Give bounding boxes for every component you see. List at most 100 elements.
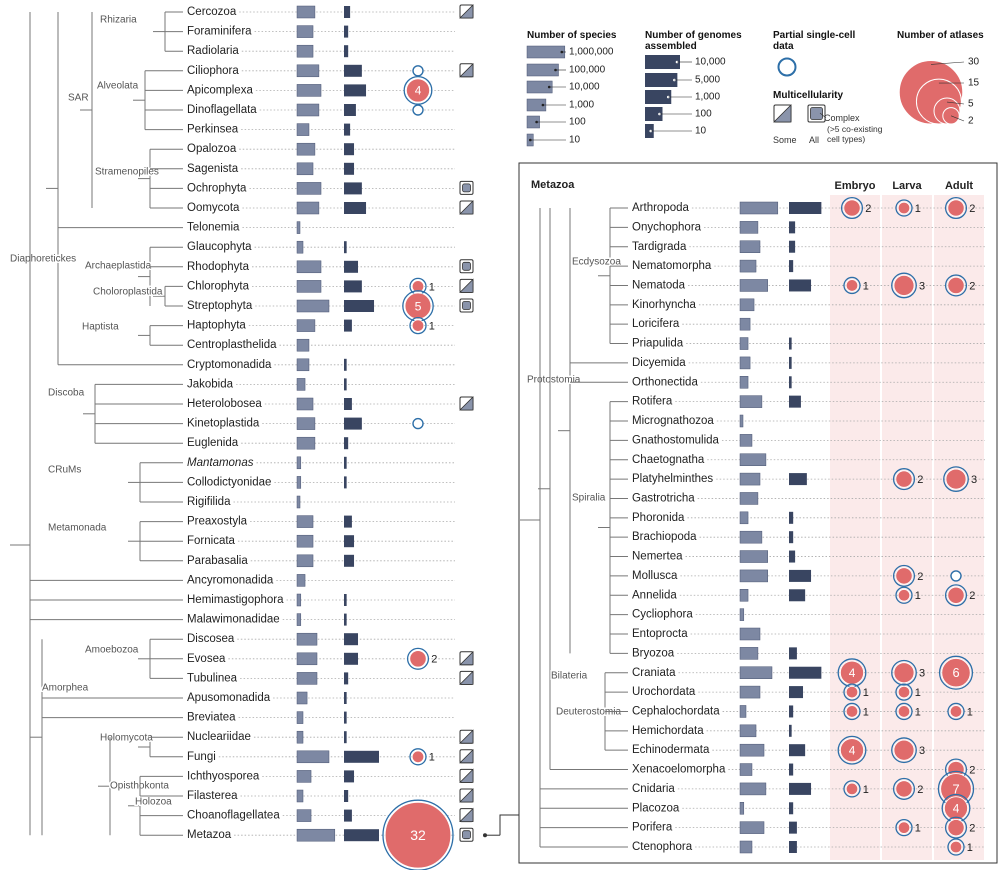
- multi-all: [462, 301, 471, 310]
- species-bar: [739, 337, 749, 350]
- taxon-name: Breviatea: [187, 712, 236, 724]
- species-bar: [296, 495, 301, 509]
- species-legend-bar: [526, 45, 566, 59]
- genomes-bar: [344, 711, 347, 724]
- multi-legend-title: Multicellularity: [773, 90, 844, 101]
- species-bar: [739, 530, 763, 544]
- multi-some: [459, 278, 474, 293]
- genomes-bar: [344, 25, 349, 38]
- genomes-bar: [789, 841, 797, 853]
- atlas-bubble: [893, 275, 915, 296]
- multi-some: [459, 4, 474, 19]
- species-bar: [739, 647, 759, 660]
- species-bar: [296, 711, 304, 724]
- species-bar: [739, 589, 749, 602]
- species-legend-label: 10,000: [569, 82, 600, 93]
- atlas-bubble-label: 1: [863, 687, 869, 699]
- species-bar: [296, 436, 316, 450]
- species-bar: [739, 279, 768, 292]
- atlas-bubble: [843, 199, 861, 217]
- genomes-legend-bar: [645, 90, 672, 104]
- taxon-name: Xenacoelomorpha: [632, 764, 726, 776]
- atlas-bubble-label: 1: [915, 590, 921, 602]
- atlas-bubble-label: 2: [969, 590, 975, 602]
- genomes-bar: [789, 550, 796, 563]
- species-bar: [296, 44, 314, 58]
- atlas-bubble-label: 2: [917, 784, 923, 796]
- atlas-bubble-ring: [944, 274, 968, 297]
- legend-leader: [819, 112, 827, 119]
- species-bar: [739, 763, 753, 776]
- atlas-bubble-label: 1: [915, 823, 921, 835]
- multi-some: [459, 807, 474, 822]
- taxon-name: Kinorhyncha: [632, 299, 697, 311]
- atlas-bubble-label: 2: [969, 823, 975, 835]
- atlas-bubble-ring: [895, 586, 913, 604]
- genomes-bar: [344, 476, 347, 489]
- taxon-name: Rotifera: [632, 396, 673, 408]
- species-bar: [739, 201, 779, 215]
- atlas-bubble-ring: [895, 683, 913, 701]
- atlas-bubble-ring: [837, 735, 867, 765]
- atlas-bubble: [895, 567, 913, 585]
- multi-all: [462, 261, 471, 271]
- atlas-legend-label: 15: [968, 78, 980, 89]
- genomes-bar: [344, 280, 362, 293]
- atlas-bubble-label: 4: [415, 84, 422, 98]
- taxon-name: Hemimastigophora: [187, 594, 284, 606]
- species-bar: [296, 809, 312, 822]
- taxon-name: Cryptomonadida: [187, 359, 272, 371]
- taxon-name: Nemertea: [632, 551, 683, 563]
- clade-label: Choloroplastida: [93, 287, 163, 298]
- genomes-bar: [344, 790, 349, 802]
- genomes-bar: [344, 613, 347, 626]
- species-bar: [739, 317, 751, 331]
- taxon-name: Gastrotricha: [632, 492, 695, 504]
- atlas-bubble: [897, 201, 911, 215]
- taxon-name: Micrognathozoa: [632, 415, 714, 427]
- taxon-name: Choanoflagellatea: [187, 810, 280, 822]
- genomes-bar: [789, 647, 797, 660]
- species-bar: [296, 730, 304, 744]
- genomes-bar: [344, 378, 347, 391]
- atlas-legend-title: Number of atlases: [897, 30, 984, 41]
- clade-label: Spiralia: [572, 493, 606, 504]
- taxon-name: Phoronida: [632, 512, 685, 524]
- taxon-name: Ctenophora: [632, 841, 693, 853]
- species-bar: [739, 472, 761, 486]
- multi-some: [459, 396, 474, 411]
- clade-label: Holomycota: [100, 733, 153, 744]
- taxon-name: Discosea: [187, 633, 235, 645]
- taxon-name: Jakobida: [187, 378, 234, 390]
- species-bar: [296, 358, 310, 372]
- atlas-bubble: [409, 650, 427, 668]
- genomes-bar: [789, 724, 792, 737]
- multi-some: [459, 62, 474, 78]
- species-bar: [739, 492, 759, 505]
- atlas-bubble-ring: [895, 199, 913, 217]
- clade-label: SAR: [68, 93, 89, 104]
- taxon-name: Metazoa: [187, 829, 232, 841]
- species-bar: [739, 743, 765, 757]
- clade-label: Rhizaria: [100, 15, 137, 26]
- species-bar: [296, 691, 308, 705]
- multi-all: [462, 183, 471, 193]
- atlas-bubble: [947, 586, 965, 604]
- clade-label: Deuterostomia: [556, 707, 621, 718]
- clade-label: Amorphea: [42, 683, 89, 694]
- atlas-bubble: [845, 279, 859, 292]
- genomes-bar: [344, 84, 367, 97]
- atlas-bubble-ring: [843, 683, 861, 701]
- genomes-legend-label: 10,000: [695, 57, 726, 68]
- taxon-name: Mollusca: [632, 570, 678, 582]
- species-bar: [296, 632, 318, 646]
- atlas-legend-label: 30: [968, 57, 980, 68]
- genomes-legend-bar: [645, 107, 663, 121]
- taxon-name: Heterolobosea: [187, 398, 262, 410]
- genomes-bar: [344, 260, 359, 273]
- genomes-bar: [344, 750, 379, 763]
- genomes-bar: [789, 744, 806, 757]
- taxon-name: Tubulinea: [187, 672, 238, 684]
- atlas-bubble: [405, 78, 430, 103]
